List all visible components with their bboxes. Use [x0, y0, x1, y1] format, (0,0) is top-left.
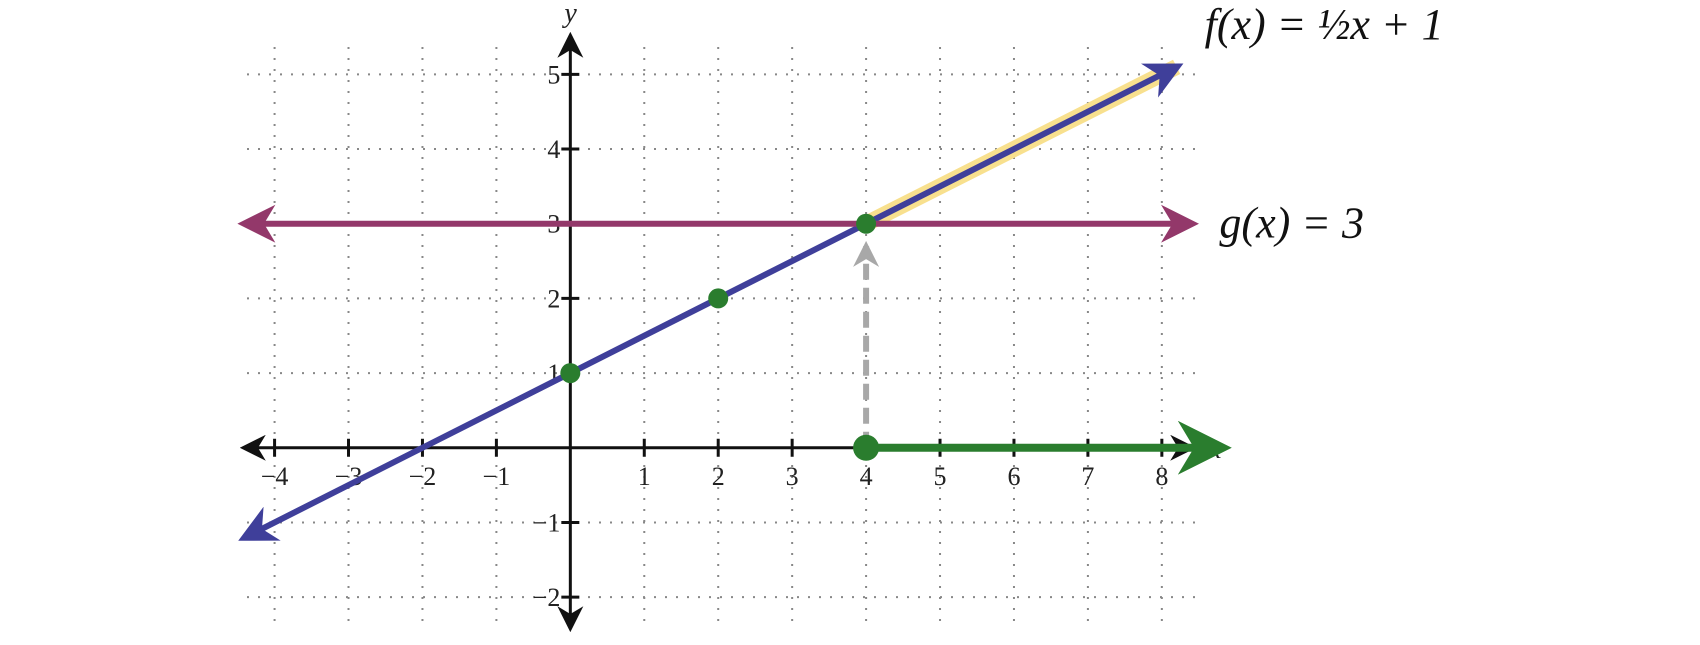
- solution-endpoint: [853, 434, 880, 461]
- y-axis-label: y: [561, 0, 577, 29]
- x-tick-label: −2: [409, 462, 437, 491]
- point: [708, 288, 729, 309]
- x-tick-label: 6: [1007, 462, 1020, 491]
- y-tick-label: 4: [547, 135, 560, 164]
- y-tick-label: −2: [533, 583, 561, 612]
- x-tick-label: 8: [1155, 462, 1168, 491]
- point: [856, 213, 877, 234]
- y-tick-label: 2: [547, 284, 560, 313]
- x-tick-label: 4: [860, 462, 873, 491]
- x-tick-label: −1: [483, 462, 511, 491]
- x-tick-label: 7: [1081, 462, 1094, 491]
- y-tick-label: 5: [547, 60, 560, 89]
- x-tick-label: 3: [786, 462, 799, 491]
- y-tick-label: −1: [533, 508, 561, 537]
- x-tick-label: 1: [638, 462, 651, 491]
- x-tick-label: 2: [712, 462, 725, 491]
- function-label: g(x) = 3: [1219, 199, 1364, 248]
- point: [560, 363, 581, 384]
- x-tick-label: −4: [261, 462, 289, 491]
- function-label: f(x) = ½x + 1: [1205, 0, 1444, 49]
- x-tick-label: 5: [934, 462, 947, 491]
